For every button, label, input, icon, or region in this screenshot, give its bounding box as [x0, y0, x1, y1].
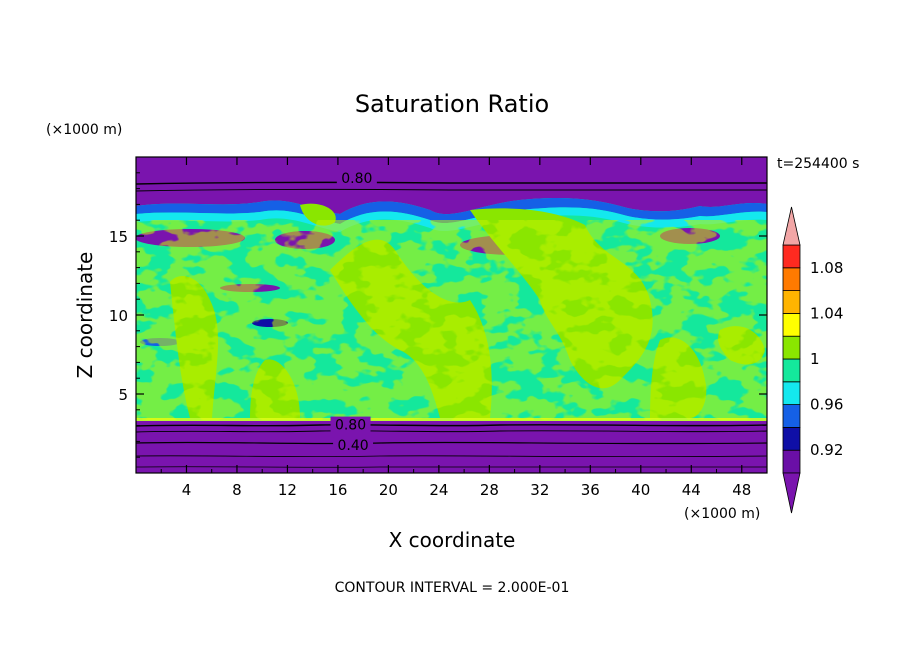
contour-label: 0.80	[335, 418, 366, 434]
contour-interval-note: CONTOUR INTERVAL = 2.000E-01	[335, 580, 570, 596]
contour-labels: 0.80 0.80 0.40	[330, 170, 377, 454]
colorbar-swatch	[782, 381, 801, 405]
x-tick-label: 8	[232, 481, 242, 499]
colorbar-label: 0.96	[810, 396, 843, 414]
contour-label: 0.40	[337, 438, 368, 454]
y-tick-label: 15	[109, 228, 128, 246]
saturation-field	[136, 157, 767, 473]
contour-label-bg	[333, 437, 374, 453]
colorbar-label: 1.04	[810, 304, 843, 322]
colorbar-swatch	[782, 404, 801, 428]
upper-blue-band	[136, 198, 767, 224]
colorbar-label: 0.92	[810, 441, 843, 459]
x-tick-label: 40	[631, 481, 650, 499]
colorbar-swatch	[782, 335, 801, 360]
colorbar-swatch	[782, 426, 801, 451]
colorbar-swatch	[782, 267, 801, 291]
upper-cyan-band	[136, 207, 767, 232]
colorbar-label: 1.08	[810, 259, 843, 277]
colorbar-swatch	[782, 358, 801, 383]
x-tick-label: 36	[581, 481, 600, 499]
y-tick-label: 5	[118, 386, 128, 404]
colorbar-swatch	[782, 312, 801, 337]
upper-dry-layer	[136, 157, 767, 215]
x-tick-label: 48	[732, 481, 751, 499]
y-axis-label: Z coordinate	[73, 252, 97, 379]
colorbar-swatch	[782, 244, 801, 269]
colorbar-label: 1	[810, 350, 820, 368]
x-tick-label: 32	[530, 481, 549, 499]
colorbar-over-arrow	[782, 206, 801, 246]
colorbar-swatch	[782, 449, 801, 474]
colorbar-under-arrow	[782, 472, 801, 514]
x-axis: 4 8 12 16 20 24 28 32 36 40 44 48	[160, 157, 751, 499]
x-tick-label: 28	[480, 481, 499, 499]
x-tick-label: 44	[682, 481, 701, 499]
x-unit-label: (×1000 m)	[684, 506, 760, 522]
x-tick-label: 4	[182, 481, 192, 499]
contour-label-bg	[336, 170, 377, 186]
x-tick-label: 16	[328, 481, 347, 499]
y-tick-label: 10	[109, 307, 128, 325]
colorbar: 0.92 0.96 1 1.04 1.08	[782, 206, 843, 514]
contour-label: 0.80	[341, 171, 372, 187]
chart-title: Saturation Ratio	[355, 90, 549, 118]
y-axis: 5 10 15	[109, 172, 767, 458]
x-tick-label: 12	[278, 481, 297, 499]
y-unit-label: (×1000 m)	[46, 122, 122, 138]
x-tick-label: 20	[379, 481, 398, 499]
x-axis-label: X coordinate	[389, 528, 516, 552]
time-label: t=254400 s	[777, 156, 859, 172]
x-tick-label: 24	[429, 481, 448, 499]
colorbar-swatch	[782, 290, 801, 314]
contour-label-bg	[330, 416, 371, 432]
